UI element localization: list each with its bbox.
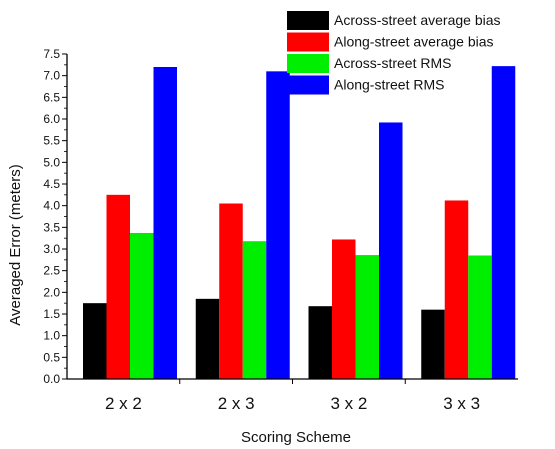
y-tick-label: 5.5 bbox=[43, 134, 60, 148]
y-tick-label: 0.0 bbox=[43, 372, 60, 386]
bar-across-street-average-bias-3-x-3 bbox=[421, 309, 445, 379]
x-tick-label: 3 x 2 bbox=[330, 394, 367, 413]
x-tick-label: 3 x 3 bbox=[443, 394, 480, 413]
bar-across-street-rms-2-x-2 bbox=[130, 232, 154, 379]
y-tick-label: 2.5 bbox=[43, 264, 60, 278]
y-tick-label: 7.0 bbox=[43, 69, 60, 83]
bars-layer bbox=[83, 66, 516, 379]
bar-along-street-average-bias-3-x-2 bbox=[332, 239, 356, 379]
x-tick-label: 2 x 3 bbox=[218, 394, 255, 413]
bar-across-street-rms-3-x-3 bbox=[468, 255, 492, 379]
legend-label-along-street-rms: Along-street RMS bbox=[334, 77, 444, 93]
bar-across-street-average-bias-2-x-3 bbox=[195, 298, 220, 379]
bar-across-street-rms-2-x-3 bbox=[242, 241, 267, 379]
bar-along-street-rms-2-x-2 bbox=[153, 67, 177, 379]
legend-swatch-along-street-rms bbox=[287, 75, 329, 95]
y-tick-label: 6.5 bbox=[43, 90, 60, 104]
y-tick-label: 1.0 bbox=[43, 329, 60, 343]
bar-along-street-rms-2-x-3 bbox=[266, 71, 290, 379]
y-tick-label: 3.0 bbox=[43, 242, 60, 256]
bar-across-street-average-bias-2-x-2 bbox=[83, 303, 107, 379]
legend-swatch-along-street-average-bias bbox=[287, 32, 329, 52]
bar-along-street-rms-3-x-3 bbox=[491, 66, 516, 379]
y-tick-label: 1.5 bbox=[43, 307, 60, 321]
y-tick-label: 5.0 bbox=[43, 155, 60, 169]
bar-along-street-average-bias-3-x-3 bbox=[444, 200, 469, 379]
y-tick-label: 6.0 bbox=[43, 112, 60, 126]
x-axis-title: Scoring Scheme bbox=[241, 429, 351, 446]
legend-label-along-street-average-bias: Along-street average bias bbox=[334, 34, 494, 50]
y-tick-label: 2.0 bbox=[43, 285, 60, 299]
y-tick-label: 0.5 bbox=[43, 350, 60, 364]
legend: Across-street average bias Along-street a… bbox=[287, 11, 501, 95]
x-tick-label: 2 x 2 bbox=[105, 394, 142, 413]
bar-across-street-rms-3-x-2 bbox=[355, 255, 379, 379]
axes-layer: 0.0 0.5 1.0 1.5 2.0 2.5 3.0 3.5 4.0 4.5 5.0 5.5 6.0 6… bbox=[43, 47, 518, 413]
y-axis-title: Averaged Error (meters) bbox=[7, 164, 24, 325]
bar-along-street-average-bias-2-x-3 bbox=[219, 203, 243, 379]
bar-across-street-average-bias-3-x-2 bbox=[308, 306, 332, 379]
legend-swatch-across-street-average-bias bbox=[287, 11, 329, 30]
y-tick-label: 3.5 bbox=[43, 220, 60, 234]
y-tick-label: 4.0 bbox=[43, 199, 60, 213]
legend-label-across-street-average-bias: Across-street average bias bbox=[334, 12, 501, 28]
y-tick-label: 4.5 bbox=[43, 177, 60, 191]
legend-swatch-across-street-rms bbox=[287, 54, 329, 73]
bar-along-street-rms-3-x-2 bbox=[379, 122, 403, 379]
bar-along-street-average-bias-2-x-2 bbox=[106, 194, 130, 379]
y-tick-label: 7.5 bbox=[43, 47, 60, 61]
legend-label-across-street-rms: Across-street RMS bbox=[334, 55, 451, 71]
